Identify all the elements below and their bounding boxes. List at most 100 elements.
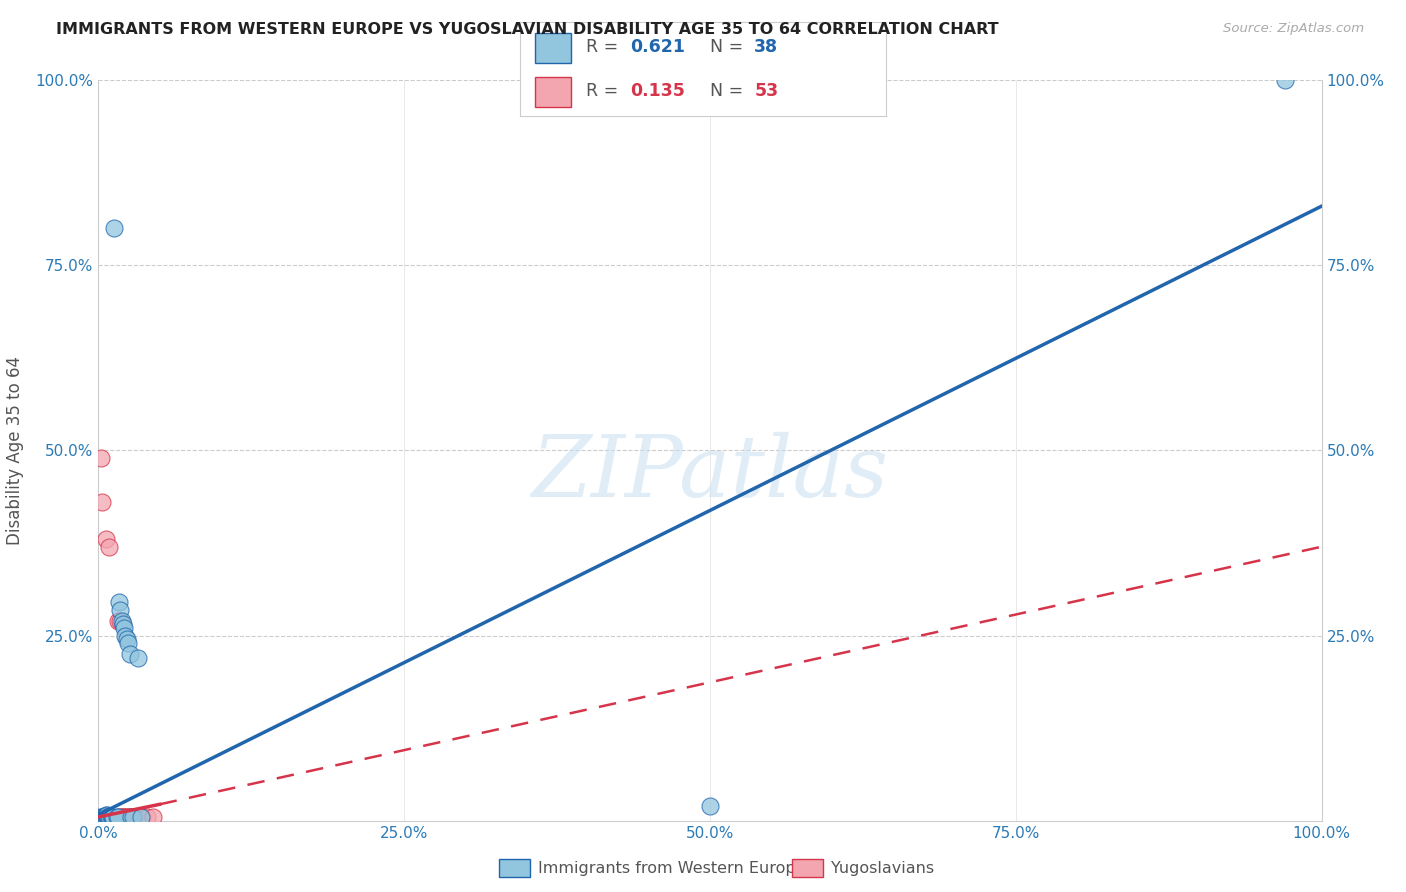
Point: [112, 810, 135, 824]
Point: [131, 810, 153, 824]
Point: [93, 809, 115, 823]
Point: [101, 811, 124, 825]
Point: [98, 810, 121, 824]
Text: 0.135: 0.135: [630, 82, 685, 100]
Point: [127, 810, 149, 824]
Point: [97, 811, 120, 825]
Text: Yugoslavians: Yugoslavians: [831, 862, 934, 876]
Point: [91, 811, 114, 825]
Point: [96, 810, 118, 824]
Point: [93, 810, 115, 824]
Point: [120, 647, 142, 661]
Point: [136, 810, 159, 824]
FancyBboxPatch shape: [534, 77, 571, 107]
Point: [94, 812, 117, 826]
Point: [97, 812, 120, 826]
Point: [120, 810, 142, 824]
Point: [101, 812, 124, 826]
Point: [101, 811, 124, 825]
Point: [91, 812, 114, 826]
Point: [97, 810, 120, 824]
Text: R =: R =: [586, 82, 624, 100]
Point: [93, 811, 115, 825]
Point: [121, 810, 143, 824]
FancyBboxPatch shape: [534, 33, 571, 62]
Point: [91, 812, 114, 826]
Point: [93, 812, 115, 826]
Point: [107, 614, 129, 628]
Point: [91, 812, 114, 826]
Point: [114, 629, 136, 643]
Text: 53: 53: [754, 82, 779, 100]
Point: [90, 450, 112, 465]
Point: [96, 811, 118, 825]
Point: [91, 811, 114, 825]
Point: [91, 495, 114, 509]
Point: [103, 812, 125, 826]
Point: [91, 810, 114, 824]
Point: [115, 632, 138, 647]
Point: [94, 807, 117, 822]
Text: Source: ZipAtlas.com: Source: ZipAtlas.com: [1223, 22, 1364, 36]
Point: [110, 614, 132, 628]
Point: [94, 533, 117, 547]
Point: [100, 812, 122, 826]
Point: [97, 810, 120, 824]
Text: R =: R =: [586, 38, 624, 56]
Point: [89, 811, 111, 825]
Point: [101, 810, 124, 824]
Point: [90, 811, 112, 825]
Point: [107, 810, 129, 824]
Point: [100, 810, 122, 824]
Point: [110, 810, 132, 824]
Point: [103, 221, 125, 235]
Point: [90, 812, 112, 826]
Point: [96, 808, 118, 822]
Text: IMMIGRANTS FROM WESTERN EUROPE VS YUGOSLAVIAN DISABILITY AGE 35 TO 64 CORRELATIO: IMMIGRANTS FROM WESTERN EUROPE VS YUGOSL…: [56, 22, 998, 37]
Text: Immigrants from Western Europe: Immigrants from Western Europe: [538, 862, 806, 876]
Point: [114, 810, 136, 824]
Point: [112, 621, 135, 635]
Point: [98, 809, 121, 823]
Point: [129, 810, 152, 824]
Text: ZIPatlas: ZIPatlas: [531, 432, 889, 514]
Point: [104, 811, 127, 825]
Point: [91, 810, 114, 824]
Text: 38: 38: [754, 38, 779, 56]
Point: [699, 798, 721, 813]
Point: [110, 602, 132, 616]
Point: [94, 810, 117, 824]
Point: [105, 810, 128, 824]
Point: [111, 617, 134, 632]
Point: [117, 636, 139, 650]
Point: [115, 810, 138, 824]
Point: [101, 810, 124, 824]
Point: [90, 811, 112, 825]
Point: [100, 811, 122, 825]
Point: [118, 810, 141, 824]
Point: [101, 812, 124, 826]
Point: [120, 810, 142, 824]
Point: [104, 812, 127, 826]
Point: [1274, 73, 1296, 87]
Point: [96, 809, 118, 823]
Point: [93, 810, 115, 824]
Point: [89, 812, 111, 826]
Y-axis label: Disability Age 35 to 64: Disability Age 35 to 64: [7, 356, 24, 545]
Point: [98, 811, 121, 825]
Text: N =: N =: [710, 38, 749, 56]
Point: [91, 811, 114, 825]
Point: [94, 811, 117, 825]
Point: [142, 810, 165, 824]
Point: [129, 810, 152, 824]
Point: [111, 810, 134, 824]
Point: [101, 811, 124, 825]
Point: [108, 810, 131, 824]
Point: [103, 811, 125, 825]
Point: [108, 595, 131, 609]
Point: [90, 812, 112, 826]
Text: 0.621: 0.621: [630, 38, 685, 56]
Point: [121, 810, 143, 824]
Point: [124, 810, 146, 824]
Point: [98, 540, 121, 554]
